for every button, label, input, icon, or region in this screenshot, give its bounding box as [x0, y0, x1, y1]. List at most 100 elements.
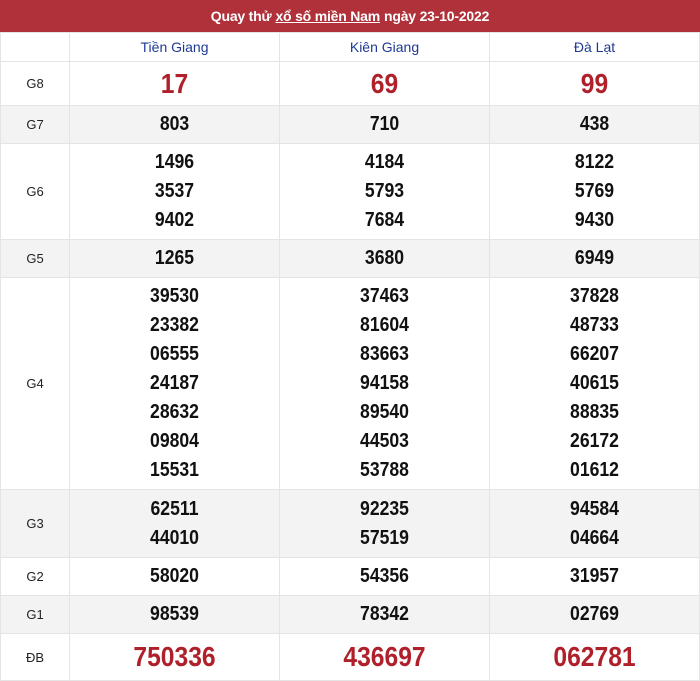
prize-label: ĐB — [0, 633, 70, 681]
prize-number: 31957 — [570, 565, 619, 587]
prize-number: 5793 — [364, 180, 405, 202]
prize-number: 9430 — [574, 209, 615, 231]
prize-number: 8122 — [574, 151, 615, 173]
prize-row: G8 17 69 99 — [0, 61, 700, 106]
province-da-lat[interactable]: Đà Lạt — [489, 32, 700, 62]
prize-label: G3 — [0, 489, 70, 558]
prize-number: 89540 — [360, 401, 409, 423]
prize-cell: 4184 5793 7684 — [279, 143, 490, 240]
prize-number: 4184 — [364, 151, 405, 173]
prize-row: G3 62511 44010 92235 57519 94584 04664 — [0, 489, 700, 558]
prize-row: ĐB 750336 436697 062781 — [0, 633, 700, 681]
prize-cell: 39530 23382 06555 24187 28632 09804 15531 — [69, 277, 280, 490]
results-table: Tiền Giang Kiên Giang Đà Lạt G8 17 69 99 G7 8… — [0, 32, 700, 681]
prize-label: G4 — [0, 277, 70, 490]
prize-number: 26172 — [570, 430, 619, 452]
prize-number: 62511 — [150, 497, 199, 520]
prize-label: G1 — [0, 595, 70, 634]
prize-cell: 69 — [279, 61, 490, 106]
province-header-row: Tiền Giang Kiên Giang Đà Lạt — [0, 32, 700, 62]
prize-number: 17 — [160, 67, 189, 99]
prize-cell: 6949 — [489, 239, 700, 278]
prize-number: 02769 — [570, 603, 619, 625]
prize-number: 94584 — [570, 497, 619, 520]
prize-number: 06555 — [150, 343, 199, 365]
prize-number: 01612 — [570, 459, 619, 481]
prize-number: 803 — [159, 113, 190, 135]
prize-cell: 92235 57519 — [279, 489, 490, 558]
prize-number: 37463 — [360, 285, 409, 307]
prize-number: 98539 — [150, 603, 199, 625]
prize-row: G7 803 710 438 — [0, 105, 700, 144]
prize-number: 24187 — [150, 372, 199, 394]
prize-cell: 062781 — [489, 633, 700, 681]
prize-label: G6 — [0, 143, 70, 240]
prize-cell: 803 — [69, 105, 280, 144]
prize-number: 69 — [370, 67, 399, 99]
prize-number: 88835 — [570, 401, 619, 423]
prize-number: 15531 — [150, 459, 199, 481]
prize-number: 81604 — [360, 314, 409, 336]
prize-cell: 438 — [489, 105, 700, 144]
prize-number: 5769 — [574, 180, 615, 202]
prize-cell: 710 — [279, 105, 490, 144]
prize-cell: 54356 — [279, 557, 490, 596]
region-link[interactable]: xổ số miền Nam — [275, 8, 381, 24]
prize-number: 44010 — [150, 526, 199, 549]
prize-number: 94158 — [360, 372, 409, 394]
prize-number: 83663 — [360, 343, 409, 365]
title-prefix: Quay thử — [210, 8, 272, 24]
prize-label: G8 — [0, 61, 70, 106]
prize-label: G5 — [0, 239, 70, 278]
prize-number: 39530 — [150, 285, 199, 307]
prize-number: 710 — [369, 113, 400, 135]
prize-row: G1 98539 78342 02769 — [0, 595, 700, 634]
results-title: Quay thử xổ số miền Nam ngày 23-10-2022 — [0, 0, 700, 32]
prize-number: 28632 — [150, 401, 199, 423]
prize-cell: 37463 81604 83663 94158 89540 44503 53788 — [279, 277, 490, 490]
prize-cell: 58020 — [69, 557, 280, 596]
prize-cell: 37828 48733 66207 40615 88835 26172 01612 — [489, 277, 700, 490]
prize-number: 6949 — [574, 247, 615, 269]
prize-cell: 8122 5769 9430 — [489, 143, 700, 240]
prize-cell: 1496 3537 9402 — [69, 143, 280, 240]
prize-cell: 1265 — [69, 239, 280, 278]
prize-cell: 02769 — [489, 595, 700, 634]
prize-number: 57519 — [360, 526, 409, 549]
prize-cell: 94584 04664 — [489, 489, 700, 558]
prize-cell: 31957 — [489, 557, 700, 596]
prize-number: 66207 — [570, 343, 619, 365]
prize-number: 48733 — [570, 314, 619, 336]
prize-row: G2 58020 54356 31957 — [0, 557, 700, 596]
prize-number: 3680 — [364, 247, 405, 269]
province-kien-giang[interactable]: Kiên Giang — [279, 32, 490, 62]
prize-number: 92235 — [360, 497, 409, 520]
prize-number: 9402 — [154, 209, 195, 231]
prize-label: G7 — [0, 105, 70, 144]
prize-cell: 98539 — [69, 595, 280, 634]
prize-cell: 750336 — [69, 633, 280, 681]
prize-number: 09804 — [150, 430, 199, 452]
prize-label: G2 — [0, 557, 70, 596]
prize-cell: 3680 — [279, 239, 490, 278]
prize-row: G5 1265 3680 6949 — [0, 239, 700, 278]
prize-number: 436697 — [343, 641, 426, 672]
title-date: ngày 23-10-2022 — [384, 8, 490, 24]
prize-number: 04664 — [570, 526, 619, 549]
prize-number: 7684 — [364, 209, 405, 231]
prize-number: 58020 — [150, 565, 199, 587]
prize-row: G4 39530 23382 06555 24187 28632 09804 15531 374… — [0, 277, 700, 490]
prize-cell: 62511 44010 — [69, 489, 280, 558]
prize-cell: 436697 — [279, 633, 490, 681]
prize-number: 99 — [580, 67, 609, 99]
prize-number: 54356 — [360, 565, 409, 587]
prize-number: 062781 — [553, 641, 636, 672]
prize-number: 40615 — [570, 372, 619, 394]
prize-number: 750336 — [133, 641, 216, 672]
prize-cell: 99 — [489, 61, 700, 106]
prize-number: 1496 — [154, 151, 195, 173]
province-tien-giang[interactable]: Tiền Giang — [69, 32, 280, 62]
prize-row: G6 1496 3537 9402 4184 5793 7684 8122 5769 9430 — [0, 143, 700, 240]
prize-cell: 17 — [69, 61, 280, 106]
prize-number: 1265 — [154, 247, 195, 269]
